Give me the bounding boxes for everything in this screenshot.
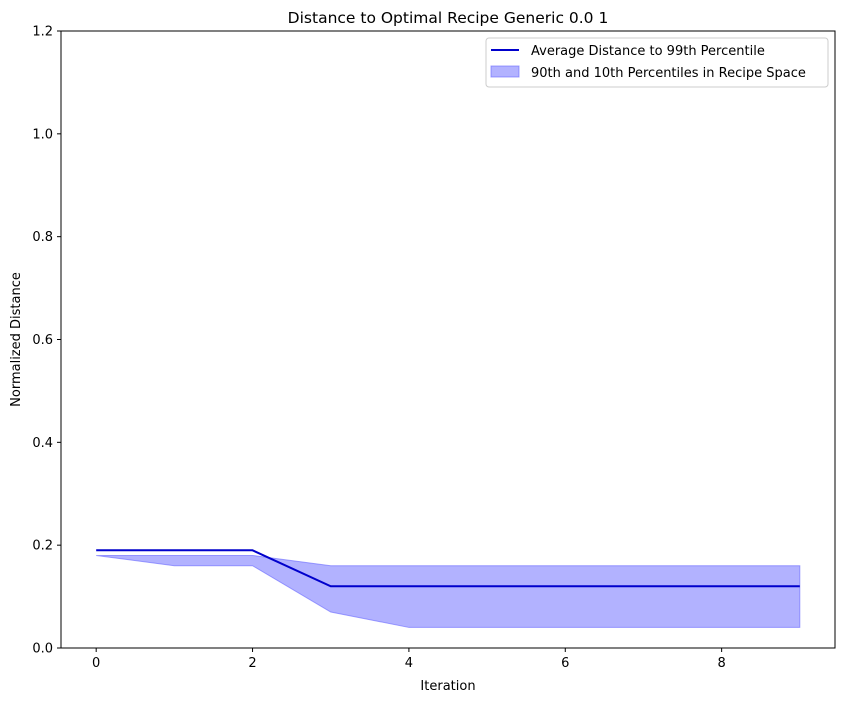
y-tick-label: 0.2 xyxy=(32,539,53,554)
percentile-band xyxy=(96,554,801,628)
tick-marks: 0 2 4 6 8 0.0 0.2 0.4 0.6 0.8 1.0 1.2 xyxy=(32,25,725,672)
average-distance-line xyxy=(96,549,800,588)
plot-area xyxy=(96,549,801,628)
legend-label-line: Average Distance to 99th Percentile xyxy=(531,44,765,59)
legend-label-band: 90th and 10th Percentiles in Recipe Spac… xyxy=(531,66,806,81)
x-tick-label: 4 xyxy=(405,656,413,671)
x-tick-label: 6 xyxy=(561,656,569,671)
y-tick-label: 0.8 xyxy=(32,230,53,245)
y-tick-label: 0.4 xyxy=(32,436,53,451)
legend: Average Distance to 99th Percentile 90th… xyxy=(485,37,829,88)
legend-box xyxy=(485,37,829,88)
y-tick-label: 0.6 xyxy=(32,333,53,348)
x-tick-label: 0 xyxy=(92,656,100,671)
y-axis-title: Normalized Distance xyxy=(9,272,24,407)
x-tick-label: 2 xyxy=(248,656,256,671)
legend-band-swatch xyxy=(490,65,520,78)
y-tick-label: 0.0 xyxy=(32,642,53,657)
y-tick-label: 1.2 xyxy=(32,25,53,40)
x-tick-label: 8 xyxy=(717,656,725,671)
y-tick-label: 1.0 xyxy=(32,127,53,142)
x-axis-title: Iteration xyxy=(420,679,475,694)
chart-title: Distance to Optimal Recipe Generic 0.0 1 xyxy=(288,9,609,27)
